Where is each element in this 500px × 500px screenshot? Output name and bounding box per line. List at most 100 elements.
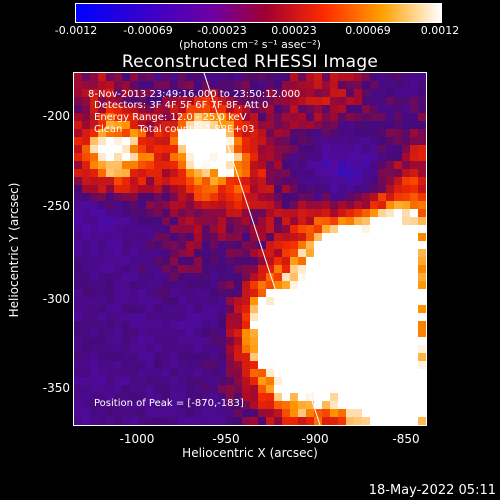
heatmap-cell bbox=[154, 353, 162, 361]
heatmap-cell bbox=[138, 377, 146, 385]
heatmap-cell bbox=[370, 193, 378, 201]
heatmap-cell bbox=[306, 201, 314, 209]
heatmap-cell bbox=[162, 217, 170, 225]
heatmap-cell bbox=[242, 105, 250, 113]
heatmap-cell bbox=[226, 137, 234, 145]
heatmap-cell bbox=[138, 401, 146, 409]
heatmap-cell bbox=[274, 401, 282, 409]
heatmap-cell bbox=[378, 225, 386, 233]
heatmap-cell bbox=[298, 105, 306, 113]
heatmap-cell bbox=[402, 393, 410, 401]
heatmap-cell bbox=[314, 193, 322, 201]
heatmap-cell bbox=[258, 409, 266, 417]
heatmap-cell bbox=[314, 305, 322, 313]
heatmap-cell bbox=[290, 385, 298, 393]
heatmap-cell bbox=[330, 377, 338, 385]
heatmap-cell bbox=[314, 97, 322, 105]
heatmap-cell bbox=[122, 265, 130, 273]
heatmap-cell bbox=[394, 137, 402, 145]
heatmap-cell bbox=[138, 385, 146, 393]
heatmap-cell bbox=[218, 297, 226, 305]
heatmap-cell bbox=[258, 377, 266, 385]
heatmap-cell bbox=[418, 329, 426, 337]
heatmap-cell bbox=[114, 257, 122, 265]
heatmap-cell bbox=[346, 401, 354, 409]
heatmap-cell bbox=[386, 233, 394, 241]
heatmap-cell bbox=[266, 121, 274, 129]
heatmap-cell bbox=[378, 105, 386, 113]
heatmap-cell bbox=[250, 185, 258, 193]
heatmap-cell bbox=[178, 281, 186, 289]
heatmap-cell bbox=[162, 297, 170, 305]
y-tick-label: -300 bbox=[42, 292, 70, 306]
heatmap-cell bbox=[106, 361, 114, 369]
heatmap-cell bbox=[290, 241, 298, 249]
heatmap-cell bbox=[258, 401, 266, 409]
heatmap-cell bbox=[354, 369, 362, 377]
heatmap-cell bbox=[106, 393, 114, 401]
heatmap-cell bbox=[306, 345, 314, 353]
heatmap-cell bbox=[106, 113, 114, 121]
heatmap-cell bbox=[322, 201, 330, 209]
heatmap-cell bbox=[202, 369, 210, 377]
heatmap-cell bbox=[410, 353, 418, 361]
heatmap-cell bbox=[418, 289, 426, 297]
heatmap-cell bbox=[210, 145, 218, 153]
heatmap-cell bbox=[186, 145, 194, 153]
heatmap-cell bbox=[290, 177, 298, 185]
heatmap-cell bbox=[394, 377, 402, 385]
heatmap-cell bbox=[330, 369, 338, 377]
heatmap-cell bbox=[338, 369, 346, 377]
heatmap-cell bbox=[106, 369, 114, 377]
heatmap-cell bbox=[386, 161, 394, 169]
heatmap-cell bbox=[330, 145, 338, 153]
heatmap-cell bbox=[226, 377, 234, 385]
heatmap-cell bbox=[290, 225, 298, 233]
heatmap-cell bbox=[322, 313, 330, 321]
heatmap-cell bbox=[418, 409, 426, 417]
heatmap-cell bbox=[226, 89, 234, 97]
heatmap-cell bbox=[266, 129, 274, 137]
heatmap-cell bbox=[274, 281, 282, 289]
heatmap-cell bbox=[170, 337, 178, 345]
heatmap-cell bbox=[346, 113, 354, 121]
heatmap-cell bbox=[74, 73, 82, 81]
heatmap-cell bbox=[146, 273, 154, 281]
heatmap-cell bbox=[386, 377, 394, 385]
heatmap-cell bbox=[146, 361, 154, 369]
heatmap-cell bbox=[250, 201, 258, 209]
heatmap-cell bbox=[282, 145, 290, 153]
heatmap-cell bbox=[410, 257, 418, 265]
heatmap-cell bbox=[154, 369, 162, 377]
heatmap-cell bbox=[194, 289, 202, 297]
heatmap-cell bbox=[402, 73, 410, 81]
heatmap-cell bbox=[178, 217, 186, 225]
heatmap-cell bbox=[98, 289, 106, 297]
heatmap-cell bbox=[82, 401, 90, 409]
heatmap-cell bbox=[106, 177, 114, 185]
heatmap-cell bbox=[98, 321, 106, 329]
heatmap-cell bbox=[106, 89, 114, 97]
heatmap-cell bbox=[354, 153, 362, 161]
heatmap-cell bbox=[74, 353, 82, 361]
heatmap-cell bbox=[146, 153, 154, 161]
heatmap-cell bbox=[378, 353, 386, 361]
heatmap-cell bbox=[106, 289, 114, 297]
heatmap-cell bbox=[202, 185, 210, 193]
heatmap-cell bbox=[274, 193, 282, 201]
heatmap-cell bbox=[330, 289, 338, 297]
heatmap-cell bbox=[418, 305, 426, 313]
heatmap-cell bbox=[218, 401, 226, 409]
heatmap-cell bbox=[418, 201, 426, 209]
heatmap-cell bbox=[394, 369, 402, 377]
heatmap-cell bbox=[282, 153, 290, 161]
heatmap-cell bbox=[122, 313, 130, 321]
heatmap-cell bbox=[146, 321, 154, 329]
heatmap-cell bbox=[298, 313, 306, 321]
heatmap-cell bbox=[290, 265, 298, 273]
heatmap-cell bbox=[362, 137, 370, 145]
heatmap-cell bbox=[306, 329, 314, 337]
heatmap-cell bbox=[138, 81, 146, 89]
heatmap-cell bbox=[122, 353, 130, 361]
heatmap-cell bbox=[114, 153, 122, 161]
